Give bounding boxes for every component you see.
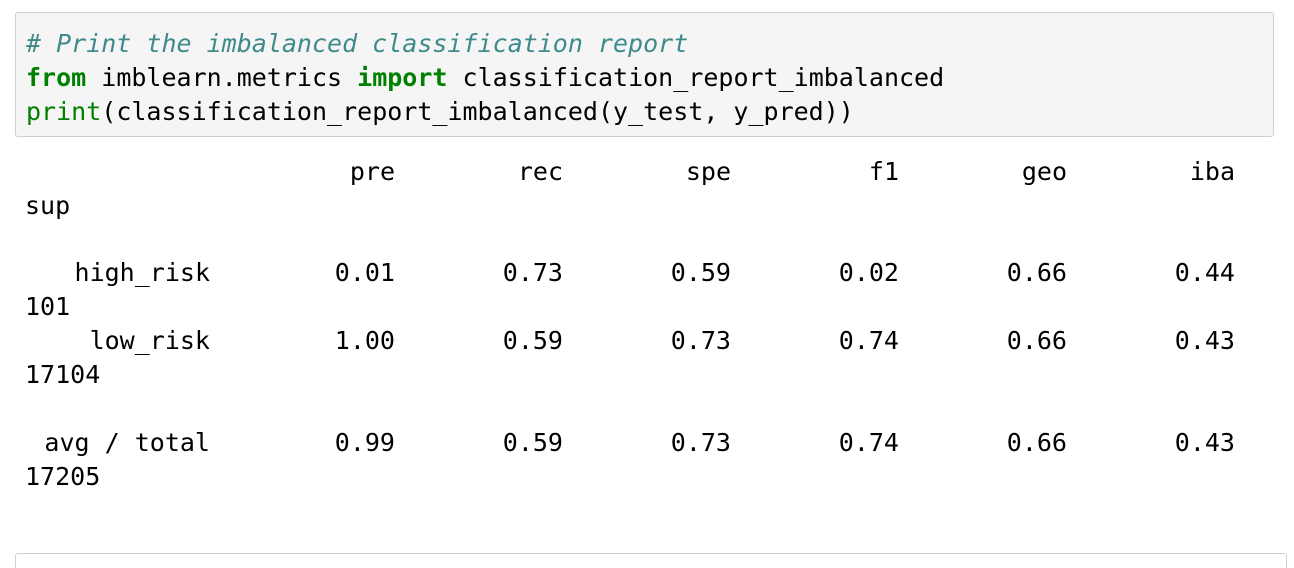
table-cell: 1.00 [334, 326, 395, 355]
header-iba: iba [1189, 157, 1235, 186]
table-cell: 0.01 [334, 258, 395, 287]
table-cell: 0.59 [502, 326, 563, 355]
keyword-from: from [26, 63, 87, 92]
code-import-line: from imblearn.metrics import classificat… [26, 61, 944, 95]
imported-name: classification_report_imbalanced [447, 63, 945, 92]
table-cell: 0.66 [1006, 258, 1067, 287]
row-label-avg-total: avg / total [44, 428, 210, 457]
row-label-high-risk: high_risk [74, 258, 210, 287]
header-spe: spe [685, 157, 731, 186]
next-code-cell[interactable] [15, 553, 1287, 568]
table-cell: 0.74 [838, 428, 899, 457]
table-cell: 0.59 [670, 258, 731, 287]
table-cell: 0.66 [1006, 428, 1067, 457]
row-sup-high-risk: 101 [25, 292, 71, 321]
print-args: (classification_report_imbalanced(y_test… [101, 97, 854, 126]
code-comment: # Print the imbalanced classification re… [26, 29, 689, 58]
header-f1: f1 [868, 157, 899, 186]
table-cell: 0.59 [502, 428, 563, 457]
module-name: imblearn.metrics [86, 63, 358, 92]
table-cell: 0.74 [838, 326, 899, 355]
row-sup-avg-total: 17205 [25, 462, 101, 491]
builtin-print: print [26, 97, 102, 126]
header-pre: pre [349, 157, 395, 186]
table-cell: 0.73 [670, 326, 731, 355]
keyword-import: import [357, 63, 448, 92]
row-label-low-risk: low_risk [89, 326, 210, 355]
code-input-cell[interactable]: # Print the imbalanced classification re… [15, 12, 1274, 137]
table-cell: 0.99 [334, 428, 395, 457]
header-rec: rec [517, 157, 563, 186]
table-cell: 0.43 [1174, 326, 1235, 355]
code-print-line: print(classification_report_imbalanced(y… [26, 95, 854, 129]
header-geo: geo [1021, 157, 1067, 186]
table-cell: 0.73 [670, 428, 731, 457]
table-cell: 0.44 [1174, 258, 1235, 287]
row-sup-low-risk: 17104 [25, 360, 101, 389]
header-sup: sup [25, 191, 71, 220]
table-cell: 0.43 [1174, 428, 1235, 457]
table-cell: 0.66 [1006, 326, 1067, 355]
table-cell: 0.73 [502, 258, 563, 287]
table-cell: 0.02 [838, 258, 899, 287]
